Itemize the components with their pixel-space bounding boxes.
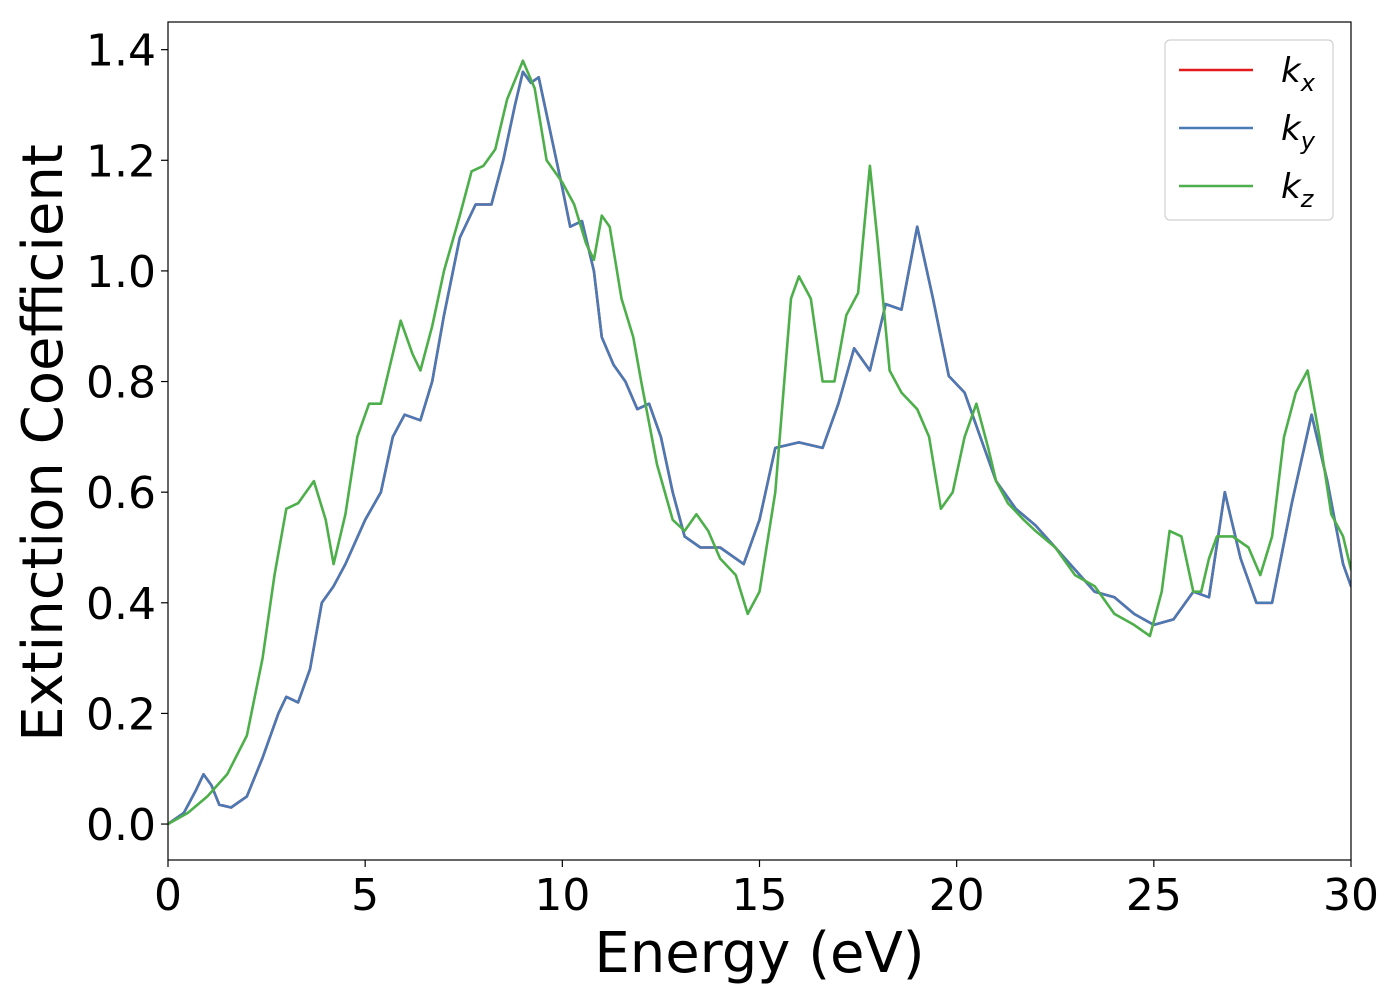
x-tick-label: 0 — [154, 870, 182, 921]
series-line-kz — [168, 59, 1351, 826]
y-tick-label: 0.2 — [86, 689, 156, 740]
x-tick-label: 5 — [351, 870, 379, 921]
y-tick-label: 1.0 — [86, 247, 156, 298]
legend-label-kx: kx — [1281, 51, 1316, 97]
plot-area — [167, 21, 1352, 861]
y-axis-title: Extinction Coefficient — [11, 144, 76, 742]
x-axis-title: Energy (eV) — [594, 921, 924, 986]
x-tick-label: 10 — [534, 870, 590, 921]
legend-label-ky: ky — [1281, 109, 1316, 155]
x-tick-label: 15 — [732, 870, 788, 921]
x-tick-label: 30 — [1323, 870, 1379, 921]
y-tick-label: 1.4 — [86, 26, 156, 77]
series-layer — [168, 59, 1351, 826]
y-tick-label: 0.4 — [86, 579, 156, 630]
x-axis: 0 5 10 15 20 25 30 — [154, 860, 1379, 921]
y-tick-label: 1.2 — [86, 136, 156, 187]
y-tick-label: 0.0 — [86, 800, 156, 851]
x-tick-label: 20 — [929, 870, 985, 921]
y-axis: 0.0 0.2 0.4 0.6 0.8 1.0 1.2 1.4 — [86, 26, 168, 851]
legend: kx ky kz — [1164, 39, 1334, 221]
y-tick-label: 0.6 — [86, 468, 156, 519]
legend-box — [1164, 39, 1334, 221]
y-tick-label: 0.8 — [86, 358, 156, 409]
legend-label-kz: kz — [1281, 167, 1315, 213]
x-tick-label: 25 — [1126, 870, 1182, 921]
series-line-ky — [168, 70, 1351, 826]
